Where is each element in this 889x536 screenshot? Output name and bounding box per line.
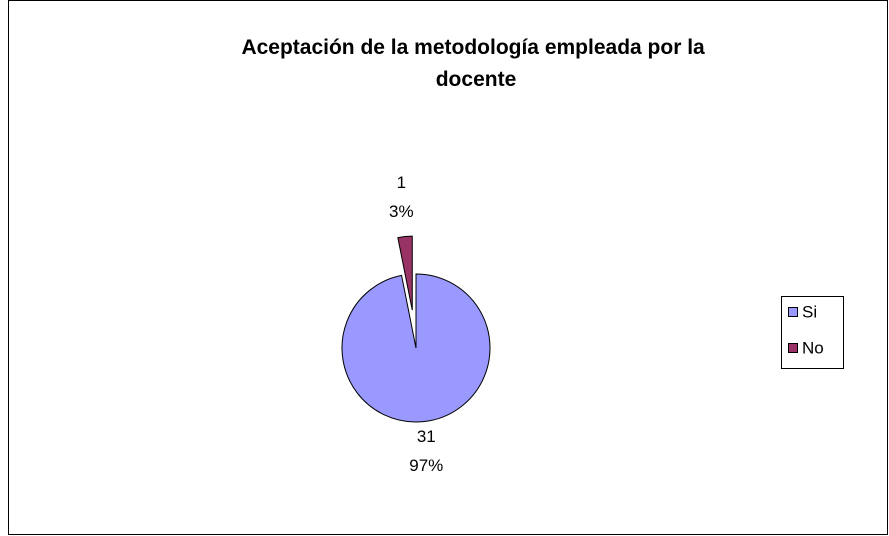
legend-label: No (802, 338, 824, 357)
data-label: 1 (397, 173, 406, 192)
legend-swatch (788, 343, 798, 353)
data-label: 97% (409, 456, 443, 475)
pie-slice (341, 273, 491, 423)
data-label: 3% (389, 202, 414, 221)
title-line: Aceptación de la metodología empleada po… (241, 36, 705, 59)
legend-swatch (788, 307, 798, 317)
title-line: docente (436, 68, 517, 91)
chart-title: Aceptación de la metodología empleada po… (241, 36, 710, 91)
pie-slice (397, 235, 413, 311)
data-label: 31 (417, 427, 436, 446)
chart-frame (8, 0, 888, 535)
legend-label: Si (802, 302, 817, 321)
